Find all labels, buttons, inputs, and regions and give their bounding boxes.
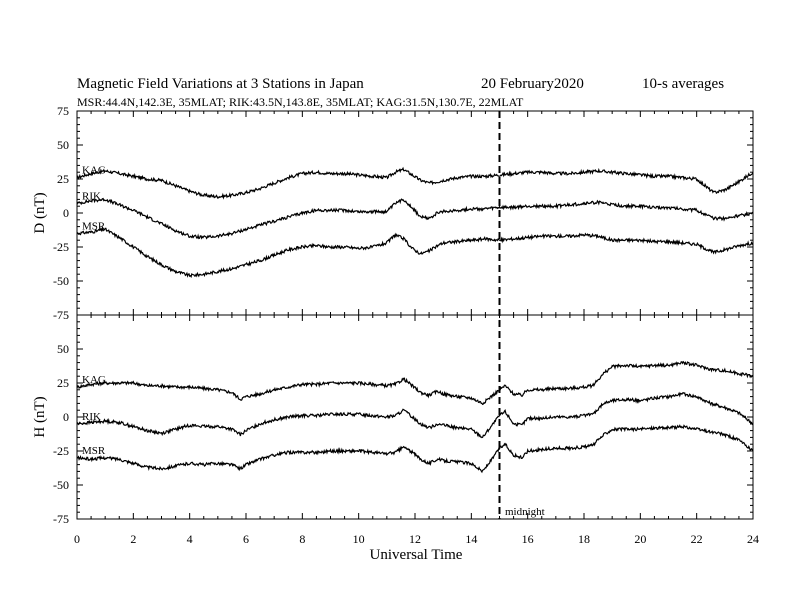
y-tick-label-d: -50 xyxy=(53,274,69,288)
series-label-h-msr: MSR xyxy=(82,445,106,457)
series-line-h-rik xyxy=(76,391,754,439)
y-tick-label-h: 50 xyxy=(57,342,69,356)
x-tick-label: 20 xyxy=(634,532,646,546)
y-tick-label-d: -75 xyxy=(53,308,69,322)
y-tick-label-h: -25 xyxy=(53,444,69,458)
x-tick-label: 12 xyxy=(409,532,421,546)
y-tick-label-h: 25 xyxy=(57,376,69,390)
series-line-d-kag xyxy=(76,166,754,200)
chart-title: Magnetic Field Variations at 3 Stations … xyxy=(77,76,364,92)
x-tick-label: 2 xyxy=(130,532,136,546)
x-tick-label: 18 xyxy=(578,532,590,546)
series-label-h-kag: KAG xyxy=(82,374,106,386)
x-tick-label: 24 xyxy=(747,532,759,546)
x-tick-label: 8 xyxy=(299,532,305,546)
series-line-d-rik xyxy=(76,197,754,240)
series-label-d-msr: MSR xyxy=(82,220,106,232)
y-tick-label-h: -50 xyxy=(53,478,69,492)
x-tick-label: 4 xyxy=(187,532,193,546)
y-tick-label-d: 25 xyxy=(57,172,69,186)
x-tick-label: 10 xyxy=(353,532,365,546)
midnight-annotation: midnight xyxy=(505,506,545,518)
chart-averaging: 10-s averages xyxy=(642,76,724,92)
chart-date: 20 February2020 xyxy=(481,76,584,92)
chart-subtitle: MSR:44.4N,142.3E, 35MLAT; RIK:43.5N,143.… xyxy=(77,95,524,109)
y-tick-label-d: 50 xyxy=(57,138,69,152)
series-line-h-msr xyxy=(76,424,754,474)
y-axis-label-h: H (nT) xyxy=(32,396,48,437)
y-tick-label-d: -25 xyxy=(53,240,69,254)
x-tick-label: 22 xyxy=(691,532,703,546)
panel-d-frame xyxy=(76,110,754,316)
x-tick-label: 14 xyxy=(465,532,477,546)
x-tick-label: 16 xyxy=(522,532,534,546)
series-line-d-msr xyxy=(76,226,754,279)
x-tick-label: 0 xyxy=(74,532,80,546)
series-label-d-rik: RIK xyxy=(82,190,101,202)
x-tick-label: 6 xyxy=(243,532,249,546)
plot-layer: 75 50 25 0 -25 -50 -75 D (nT) KAG RIK MSR 50 25 0 -25 -… xyxy=(32,104,759,546)
y-tick-label-h: -75 xyxy=(53,512,69,526)
series-label-h-rik: RIK xyxy=(82,411,101,423)
x-axis-label: Universal Time xyxy=(370,547,463,563)
y-tick-label-d: 0 xyxy=(63,206,69,220)
y-axis-label-d: D (nT) xyxy=(32,192,48,233)
y-tick-label-d: 75 xyxy=(57,104,69,118)
panel-h-frame xyxy=(76,314,754,520)
series-line-h-kag xyxy=(76,360,754,406)
y-tick-label-h: 0 xyxy=(63,410,69,424)
series-label-d-kag: KAG xyxy=(82,165,106,177)
